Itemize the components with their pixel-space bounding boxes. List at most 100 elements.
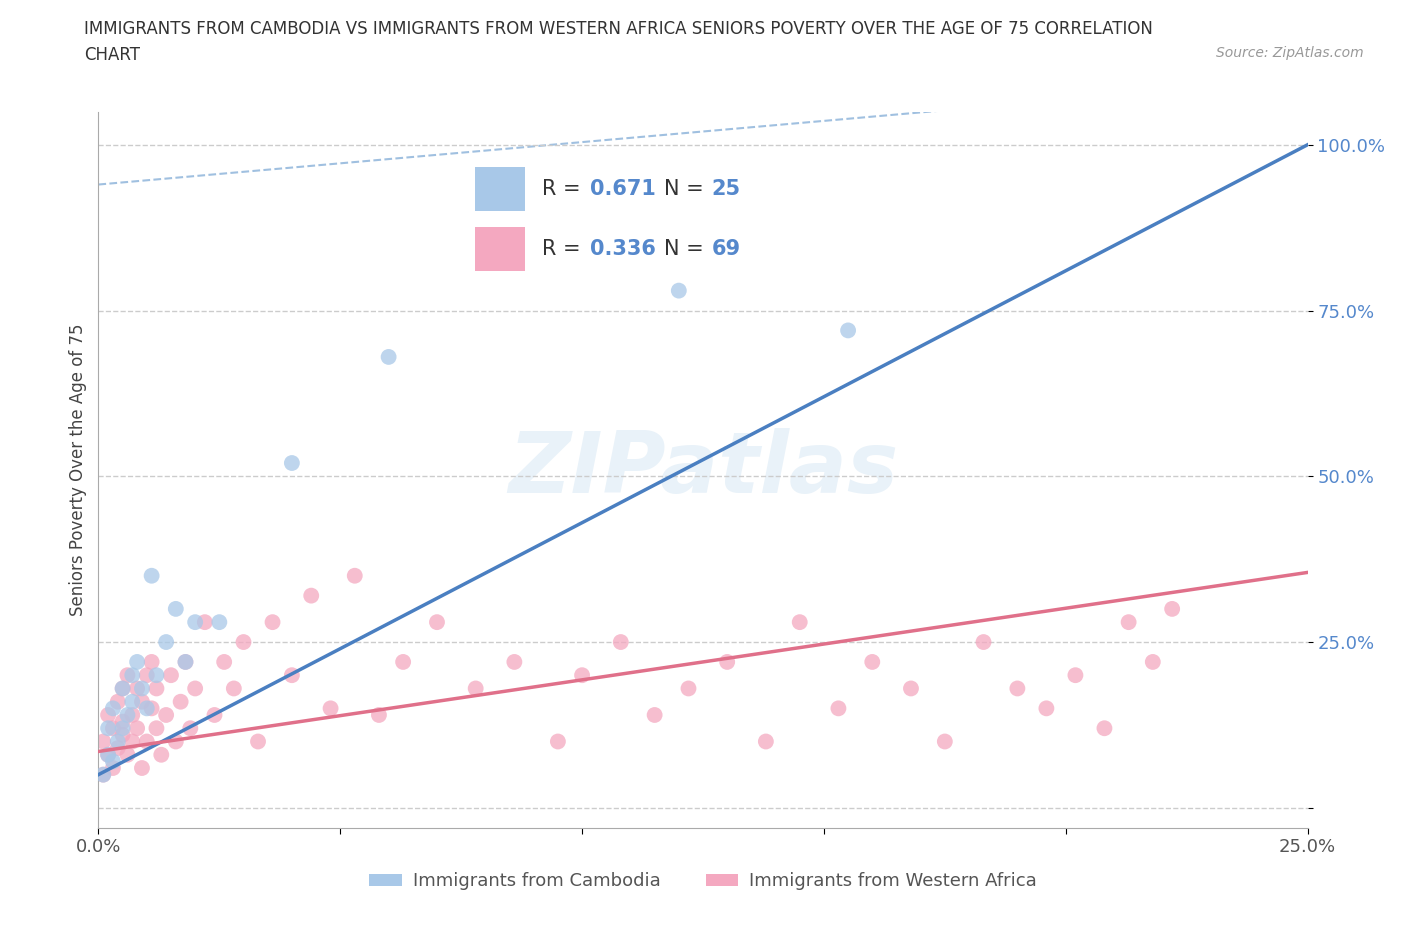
- Point: [135, 668, 157, 683]
- Point: [165, 602, 187, 617]
- Point: [97, 708, 120, 723]
- Point: [184, 615, 207, 630]
- Point: [121, 695, 143, 710]
- Point: [464, 681, 486, 696]
- Point: [184, 681, 207, 696]
- Point: [121, 734, 143, 749]
- Point: [678, 681, 700, 696]
- Point: [91, 734, 114, 749]
- Point: [1094, 721, 1116, 736]
- Point: [127, 655, 149, 670]
- Point: [160, 668, 183, 683]
- Point: [262, 615, 284, 630]
- Point: [121, 668, 143, 683]
- Point: [131, 695, 153, 710]
- Point: [101, 721, 124, 736]
- Point: [1035, 701, 1057, 716]
- Point: [141, 568, 163, 583]
- Point: [117, 748, 139, 763]
- Point: [1118, 615, 1140, 630]
- Point: [1064, 668, 1087, 683]
- Point: [145, 668, 167, 683]
- Point: [117, 668, 139, 683]
- Point: [973, 634, 995, 649]
- Point: [135, 701, 157, 716]
- Point: [716, 655, 738, 670]
- Point: [107, 740, 129, 755]
- Point: [145, 681, 167, 696]
- Point: [97, 748, 120, 763]
- Point: [860, 655, 883, 670]
- Point: [117, 708, 139, 723]
- Point: [426, 615, 449, 630]
- Point: [281, 456, 304, 471]
- Point: [789, 615, 811, 630]
- Point: [141, 655, 163, 670]
- Point: [212, 655, 235, 670]
- Point: [179, 721, 201, 736]
- Legend: Immigrants from Cambodia, Immigrants from Western Africa: Immigrants from Cambodia, Immigrants fro…: [363, 865, 1043, 897]
- Point: [668, 284, 690, 299]
- Point: [934, 734, 956, 749]
- Point: [1161, 602, 1184, 617]
- Point: [131, 761, 153, 776]
- Point: [111, 714, 134, 729]
- Point: [319, 701, 342, 716]
- Point: [121, 708, 143, 723]
- Point: [1007, 681, 1029, 696]
- Point: [644, 708, 666, 723]
- Point: [111, 681, 134, 696]
- Point: [127, 721, 149, 736]
- Point: [107, 734, 129, 749]
- Point: [204, 708, 226, 723]
- Point: [174, 655, 197, 670]
- Point: [97, 748, 120, 763]
- Point: [194, 615, 217, 630]
- Point: [150, 748, 173, 763]
- Point: [343, 568, 366, 583]
- Point: [111, 681, 134, 696]
- Point: [392, 655, 415, 670]
- Point: [299, 588, 322, 603]
- Point: [101, 701, 124, 716]
- Point: [900, 681, 922, 696]
- Point: [127, 681, 149, 696]
- Point: [547, 734, 569, 749]
- Text: CHART: CHART: [84, 46, 141, 64]
- Point: [174, 655, 197, 670]
- Point: [145, 721, 167, 736]
- Point: [97, 721, 120, 736]
- Point: [571, 668, 593, 683]
- Point: [1142, 655, 1164, 670]
- Point: [155, 634, 177, 649]
- Point: [837, 323, 859, 338]
- Point: [111, 727, 134, 742]
- Point: [503, 655, 526, 670]
- Point: [222, 681, 245, 696]
- Point: [141, 701, 163, 716]
- Text: Source: ZipAtlas.com: Source: ZipAtlas.com: [1216, 46, 1364, 60]
- Point: [111, 721, 134, 736]
- Point: [155, 708, 177, 723]
- Point: [247, 734, 270, 749]
- Point: [827, 701, 849, 716]
- Point: [131, 681, 153, 696]
- Point: [91, 767, 114, 782]
- Point: [101, 761, 124, 776]
- Text: IMMIGRANTS FROM CAMBODIA VS IMMIGRANTS FROM WESTERN AFRICA SENIORS POVERTY OVER : IMMIGRANTS FROM CAMBODIA VS IMMIGRANTS F…: [84, 20, 1153, 38]
- Y-axis label: Seniors Poverty Over the Age of 75: Seniors Poverty Over the Age of 75: [69, 324, 87, 616]
- Point: [165, 734, 187, 749]
- Point: [169, 695, 191, 710]
- Point: [107, 695, 129, 710]
- Point: [281, 668, 304, 683]
- Point: [377, 350, 399, 365]
- Point: [208, 615, 231, 630]
- Point: [755, 734, 778, 749]
- Point: [610, 634, 633, 649]
- Point: [101, 754, 124, 769]
- Point: [135, 734, 157, 749]
- Point: [232, 634, 254, 649]
- Point: [368, 708, 391, 723]
- Point: [91, 767, 114, 782]
- Text: ZIPatlas: ZIPatlas: [508, 428, 898, 512]
